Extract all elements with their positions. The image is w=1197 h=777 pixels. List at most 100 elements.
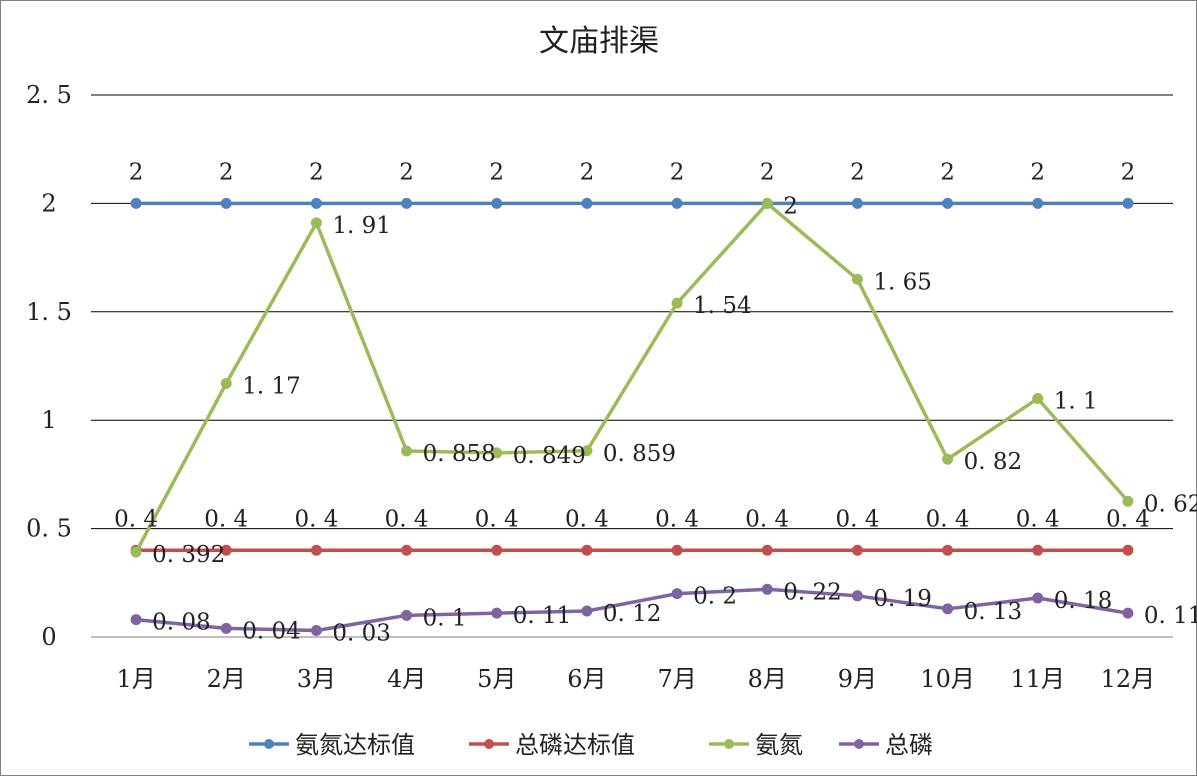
data-label: 0. 4 [475,506,519,532]
data-point [310,544,322,556]
data-point [761,544,773,556]
data-label: 0. 4 [1016,506,1060,532]
data-label: 0. 392 [152,542,225,568]
data-label: 2 [760,159,775,185]
data-point [401,445,413,457]
x-tick-label: 3月 [297,665,336,693]
data-label: 0. 4 [114,506,158,532]
data-point [851,273,863,285]
x-tick-label: 6月 [567,665,606,693]
data-point [581,197,593,209]
data-label: 0. 859 [603,441,676,467]
data-label: 0. 849 [513,443,586,469]
chart-title: 文庙排渠 [539,24,659,59]
data-label: 2 [940,159,955,185]
data-point [401,197,413,209]
data-point [220,622,232,634]
data-label: 2 [783,193,798,219]
data-point [491,197,503,209]
data-point [491,607,503,619]
data-label: 0. 4 [745,506,789,532]
data-point [1122,495,1134,507]
legend-label: 总磷达标值 [515,731,635,759]
data-label: 0. 858 [423,441,496,467]
data-label: 1. 1 [1054,389,1098,415]
data-point [220,197,232,209]
data-label: 2 [489,159,504,185]
data-label: 1. 17 [242,373,301,399]
data-label: 0. 04 [242,618,301,644]
legend-label: 总磷 [885,731,933,759]
data-label: 0. 626 [1144,491,1197,517]
data-label: 0. 82 [964,449,1023,475]
data-point [220,544,232,556]
series-lines [130,197,1134,636]
data-label: 0. 08 [152,610,211,636]
axes: 0 0. 5 1 1. 5 2 2. 5 1月 2月 3月 4月 5月 6月 7月 8月 9月 10月 11月 1… [26,81,1155,693]
data-label: 1. 91 [332,213,391,239]
data-point [401,609,413,621]
y-tick-label: 2. 5 [26,81,72,109]
x-tick-label: 10月 [920,665,975,693]
data-point [942,603,954,615]
data-point [1122,607,1134,619]
data-label: 0. 4 [835,506,879,532]
y-tick-label: 1. 5 [26,298,72,326]
data-point [942,197,954,209]
legend-marker [264,739,274,749]
data-point [310,197,322,209]
data-point [851,590,863,602]
data-point [220,377,232,389]
data-point [942,544,954,556]
x-tick-label: 2月 [207,665,246,693]
data-label: 0. 18 [1054,588,1113,614]
data-point [851,197,863,209]
data-point [491,447,503,459]
data-label: 2 [309,159,324,185]
data-label: 0. 4 [565,506,609,532]
data-point [1032,393,1044,405]
data-point [1032,592,1044,604]
data-point [491,544,503,556]
legend-marker [484,739,494,749]
data-label: 0. 2 [693,584,737,610]
data-label: 1. 54 [693,293,752,319]
data-label: 2 [670,159,685,185]
data-label: 0. 19 [873,586,932,612]
data-point [581,605,593,617]
data-label: 2 [1030,159,1045,185]
data-point [130,546,142,558]
data-label: 0. 4 [294,506,338,532]
y-tick-label: 0. 5 [26,515,72,543]
data-point [1032,197,1044,209]
data-label: 0. 4 [1106,506,1150,532]
data-point [851,544,863,556]
data-label: 0. 13 [964,599,1023,625]
x-tick-label: 1月 [116,665,155,693]
data-label: 2 [129,159,144,185]
data-label: 0. 03 [332,620,391,646]
data-label: 0. 11 [513,603,572,629]
y-tick-label: 2 [41,189,56,217]
series-line [135,587,1129,633]
data-label: 0. 1 [423,605,467,631]
x-tick-label: 8月 [748,665,787,693]
data-point [761,583,773,595]
data-point [310,217,322,229]
data-label: 0. 22 [783,579,842,605]
data-label: 0. 4 [385,506,429,532]
data-label: 2 [219,159,234,185]
legend: 氨氮达标值 总磷达标值 氨氮 总磷 [249,731,933,759]
data-point [310,624,322,636]
data-point [671,297,683,309]
series-line [134,201,1130,553]
data-point [1122,197,1134,209]
data-point [1032,544,1044,556]
legend-label: 氨氮 [755,731,803,759]
x-tick-label: 5月 [477,665,516,693]
data-point [581,445,593,457]
data-point [130,197,142,209]
data-point [671,544,683,556]
data-point [761,197,773,209]
